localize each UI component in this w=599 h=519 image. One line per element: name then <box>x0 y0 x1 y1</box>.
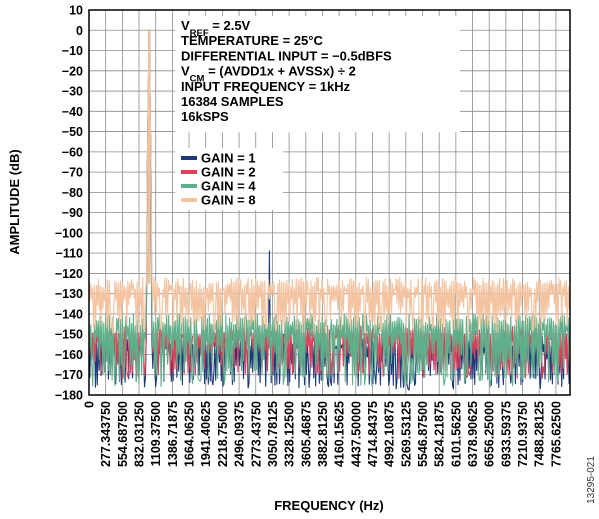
annotation-text: TEMPERATURE = 25°C <box>181 33 323 48</box>
y-tick-label: −140 <box>55 307 83 321</box>
y-tick-label: −110 <box>56 247 84 261</box>
series-line-gain-4 <box>88 29 571 335</box>
legend-label: GAIN = 4 <box>201 179 256 194</box>
x-tick-label: 277.343750 <box>99 401 113 467</box>
annotation-text: DIFFERENTIAL INPUT = −0.5dBFS <box>181 48 392 63</box>
x-tick-label: 2773.43750 <box>249 401 263 467</box>
y-tick-label: −90 <box>62 206 83 220</box>
annotation-text: V <box>181 64 190 79</box>
legend-label: GAIN = 2 <box>201 165 256 180</box>
annotation-line: VREF = 2.5V <box>181 18 251 39</box>
x-tick-label: 4992.10875 <box>383 401 397 467</box>
annotation-line: VCM = (AVDD1x + AVSSx) ÷ 2 <box>181 64 356 85</box>
x-tick-label: 1664.06250 <box>183 401 197 467</box>
x-tick-label: 1109.37500 <box>149 401 163 466</box>
y-tick-label: −170 <box>55 368 83 382</box>
x-tick-label: 6656.25000 <box>483 401 497 467</box>
legend-label: GAIN = 1 <box>201 151 256 166</box>
annotation-line: TEMPERATURE = 25°C <box>181 33 323 48</box>
y-tick-label: −60 <box>62 145 83 159</box>
x-tick-label: 7488.28125 <box>533 401 547 467</box>
x-tick-label: 554.687500 <box>116 401 130 467</box>
y-tick-label: −100 <box>55 226 83 240</box>
axis-ticks: 10 0 −10 −20 −30 −40 −50 −60 −70 −80 −90 −100 −110 −1… <box>55 4 564 468</box>
annotation-line: 16kSPS <box>181 109 229 124</box>
x-tick-label: 3882.81250 <box>316 401 330 467</box>
x-tick-label: 0 <box>83 401 97 408</box>
x-tick-label: 4714.84375 <box>366 401 380 467</box>
annotation-text: 16kSPS <box>181 109 229 124</box>
y-tick-label: 0 <box>76 24 83 38</box>
x-tick-label: 3605.46875 <box>299 401 313 467</box>
y-tick-label: −150 <box>55 328 83 342</box>
annotation-text: = (AVDD1x + AVSSx) ÷ 2 <box>204 64 355 79</box>
annotation-subscript: CM <box>190 73 205 84</box>
x-tick-label: 6933.59375 <box>499 401 513 467</box>
spectrum-traces <box>88 29 571 391</box>
y-tick-label: 10 <box>69 4 83 18</box>
series-line-gain-2 <box>88 29 571 380</box>
annotation-background <box>175 16 460 133</box>
y-tick-label: −80 <box>62 186 83 200</box>
x-axis-title: FREQUENCY (Hz) <box>274 498 384 513</box>
x-tick-label: 6101.56250 <box>449 401 463 467</box>
annotation-text: INPUT FREQUENCY = 1kHz <box>181 79 351 94</box>
y-tick-label: −130 <box>55 287 83 301</box>
y-tick-label: −40 <box>62 105 83 119</box>
x-tick-label: 5546.87500 <box>416 401 430 467</box>
x-tick-label: 2218.75000 <box>216 401 230 467</box>
annotation-text: 16384 SAMPLES <box>181 94 284 109</box>
x-tick-label: 4437.50000 <box>349 401 363 467</box>
x-tick-label: 7765.62500 <box>549 401 563 467</box>
annotation-text: = 2.5V <box>209 18 251 33</box>
x-tick-label: 3050.78125 <box>266 401 280 467</box>
y-tick-label: −120 <box>55 267 83 281</box>
annotation-subscript: REF <box>190 28 209 39</box>
y-tick-label: −70 <box>62 166 83 180</box>
y-tick-label: −10 <box>62 44 83 58</box>
y-axis-title: AMPLITUDE (dB) <box>7 149 22 254</box>
x-tick-label: 1941.40625 <box>199 401 213 467</box>
x-tick-label: 1386.71875 <box>166 401 180 467</box>
y-tick-label: −30 <box>62 85 83 99</box>
x-tick-label: 3328.12500 <box>283 401 297 467</box>
y-tick-label: −180 <box>55 389 83 403</box>
annotation-line: 16384 SAMPLES <box>181 94 284 109</box>
plot-frame <box>88 9 571 396</box>
series-line-gain-3 <box>88 29 571 388</box>
x-tick-label: 7210.93750 <box>516 401 530 467</box>
x-tick-label: 5269.53125 <box>399 401 413 467</box>
annotation-line: INPUT FREQUENCY = 1kHz <box>181 79 351 94</box>
y-tick-label: −20 <box>62 64 83 78</box>
legend-label: GAIN = 8 <box>201 193 256 208</box>
annotation-text: V <box>181 18 190 33</box>
x-tick-label: 2496.09375 <box>233 401 247 467</box>
y-tick-label: −160 <box>55 348 83 362</box>
y-tick-label: −50 <box>62 125 83 139</box>
annotation-line: DIFFERENTIAL INPUT = −0.5dBFS <box>181 48 392 63</box>
x-tick-label: 6378.90625 <box>466 401 480 467</box>
x-tick-label: 832.031250 <box>133 401 147 467</box>
figure-id: 13295-021 <box>586 456 597 504</box>
x-tick-label: 4160.15625 <box>333 401 347 467</box>
x-tick-label: 5824.21875 <box>433 401 447 467</box>
